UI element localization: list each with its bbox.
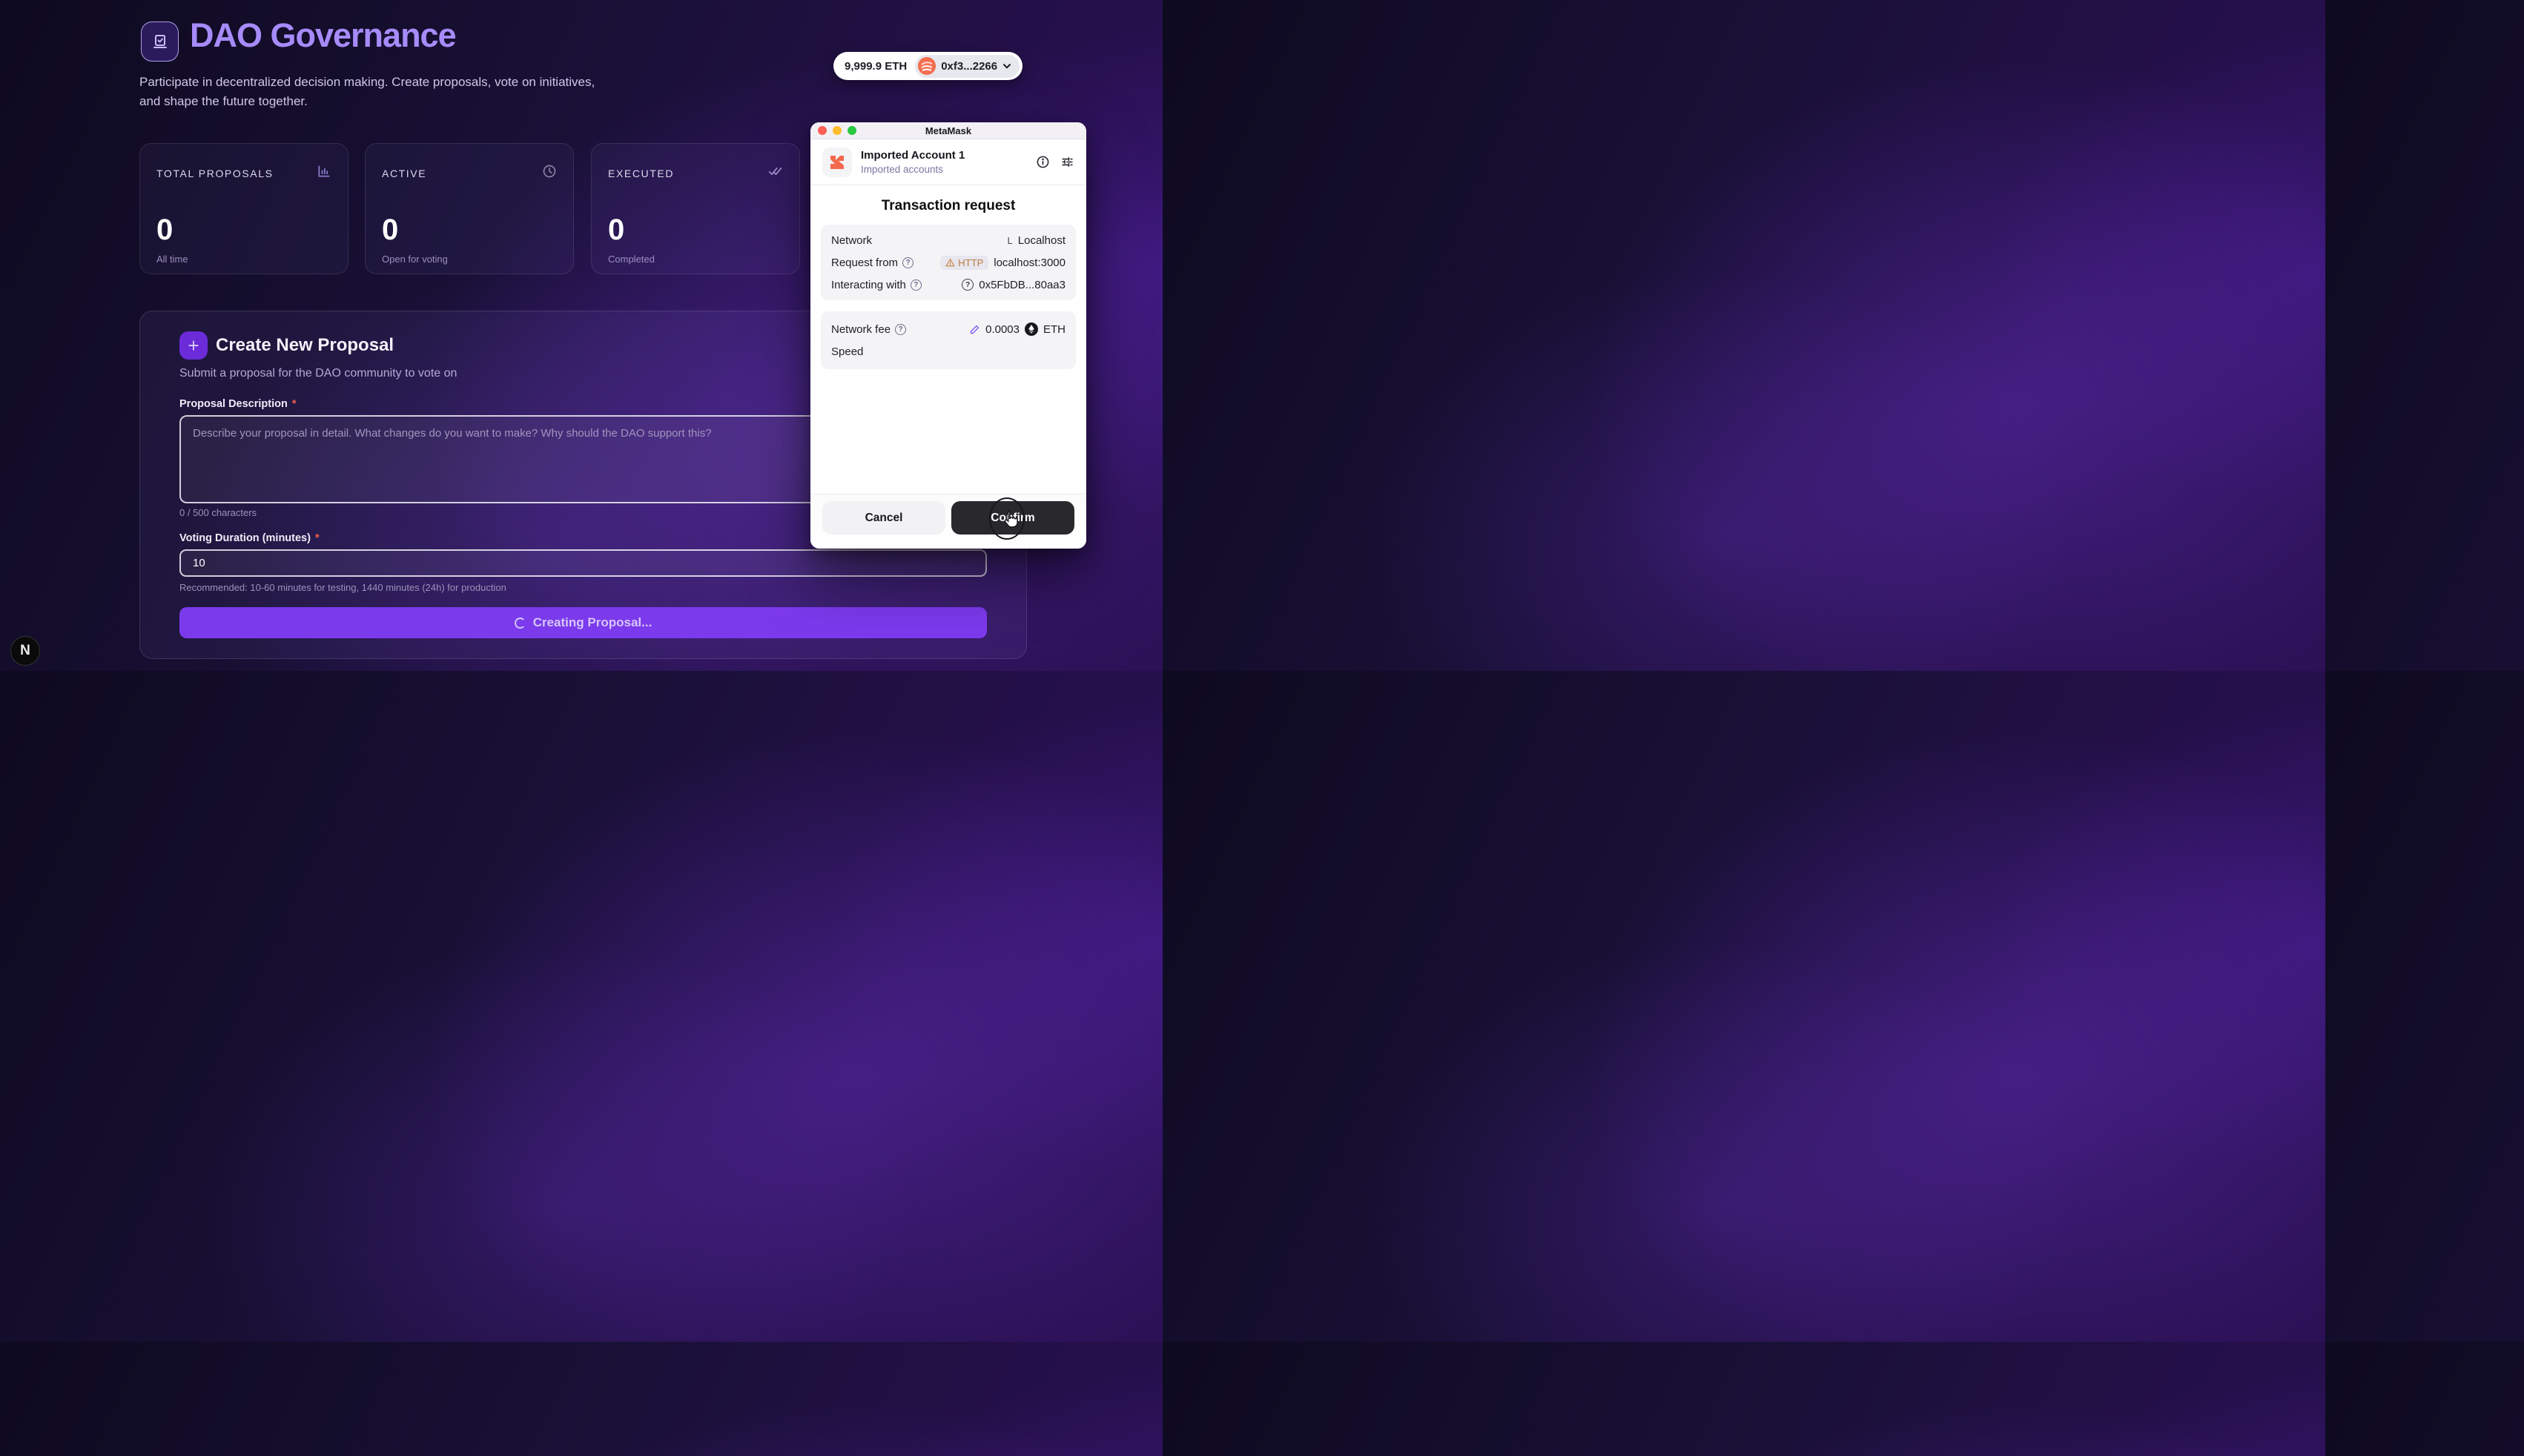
wallet-avatar xyxy=(918,57,936,75)
stat-value: 0 xyxy=(608,214,625,246)
clock-icon xyxy=(542,164,557,182)
account-avatar xyxy=(822,147,852,177)
eth-token-icon xyxy=(1025,322,1038,336)
request-from-label: Request from xyxy=(831,256,899,269)
chevron-down-icon xyxy=(1002,61,1012,71)
ballot-box-icon xyxy=(141,21,179,62)
stat-caption: Open for voting xyxy=(382,254,448,265)
metamask-footer: Cancel Confirm xyxy=(810,494,1086,549)
stat-label: ACTIVE xyxy=(382,167,427,179)
warning-triangle-icon xyxy=(945,258,955,266)
double-check-icon xyxy=(768,164,783,182)
page-subtitle-line1: Participate in decentralized decision ma… xyxy=(139,75,595,89)
interacting-with-label: Interacting with xyxy=(831,278,906,291)
cancel-button[interactable]: Cancel xyxy=(822,501,945,535)
bar-chart-icon xyxy=(317,164,331,182)
unknown-contract-icon: ? xyxy=(962,279,974,291)
wallet-balance: 9,999.9 ETH xyxy=(845,59,908,73)
metamask-window: MetaMask Imported Account 1 Imported acc… xyxy=(810,122,1086,549)
duration-help-text: Recommended: 10-60 minutes for testing, … xyxy=(179,582,506,593)
stat-caption: All time xyxy=(156,254,188,265)
description-label: Proposal Description * xyxy=(179,398,297,410)
loading-spinner-icon xyxy=(514,617,526,629)
interacting-with-value: 0x5FbDB...80aa3 xyxy=(979,278,1066,291)
page-subtitle-line2: and shape the future together. xyxy=(139,94,308,108)
network-label: Network xyxy=(831,234,873,247)
network-value: Localhost xyxy=(1017,234,1066,247)
network-avatar: L xyxy=(1007,234,1013,246)
wallet-address: 0xf3...2266 xyxy=(941,59,998,73)
zoom-window-button[interactable] xyxy=(848,126,856,135)
plus-icon: + xyxy=(179,331,208,360)
network-fee-card: Network fee ? 0.0003 ETH xyxy=(821,311,1076,369)
interacting-with-row: Interacting with ? ? 0x5FbDB...80aa3 xyxy=(831,274,1066,296)
network-fee-currency: ETH xyxy=(1043,322,1066,336)
http-warning-badge: HTTP xyxy=(940,255,989,270)
nextjs-logo: N xyxy=(20,643,30,658)
help-icon[interactable]: ? xyxy=(910,279,922,291)
request-from-value: localhost:3000 xyxy=(994,256,1066,269)
confirm-button[interactable]: Confirm xyxy=(951,501,1074,535)
stat-card-executed: EXECUTED 0 Completed xyxy=(591,143,800,274)
page-subtitle: Participate in decentralized decision ma… xyxy=(139,73,595,111)
help-icon[interactable]: ? xyxy=(902,257,914,268)
create-proposal-button-label: Creating Proposal... xyxy=(532,615,653,629)
form-subtitle: Submit a proposal for the DAO community … xyxy=(179,367,457,380)
stat-card-total-proposals: TOTAL PROPOSALS 0 All time xyxy=(139,143,348,274)
transaction-details-card: Network L Localhost Request from ? HT xyxy=(821,225,1076,300)
form-title: Create New Proposal xyxy=(216,335,394,355)
help-icon[interactable]: ? xyxy=(895,323,907,335)
nextjs-dev-badge[interactable]: N xyxy=(10,636,40,666)
stat-label: EXECUTED xyxy=(608,167,675,179)
required-asterisk: * xyxy=(314,532,320,544)
speed-label: Speed xyxy=(831,345,864,358)
edit-pencil-icon[interactable] xyxy=(969,324,980,335)
stat-card-active: ACTIVE 0 Open for voting xyxy=(365,143,574,274)
account-type: Imported accounts xyxy=(861,163,944,175)
minimize-window-button[interactable] xyxy=(833,126,842,135)
wallet-pill: 9,999.9 ETH 0xf3...2266 xyxy=(833,52,1023,80)
network-fee-value: 0.0003 xyxy=(985,322,1020,336)
metamask-titlebar: MetaMask xyxy=(810,122,1086,139)
stat-value: 0 xyxy=(156,214,174,246)
stat-caption: Completed xyxy=(608,254,655,265)
duration-label: Voting Duration (minutes) * xyxy=(179,532,320,544)
stat-value: 0 xyxy=(382,214,399,246)
voting-duration-input[interactable] xyxy=(179,549,987,577)
network-fee-row: Network fee ? 0.0003 ETH xyxy=(831,318,1066,340)
request-from-row: Request from ? HTTP localhost:3000 xyxy=(831,251,1066,274)
speed-row: Speed xyxy=(831,340,1066,363)
network-fee-label: Network fee xyxy=(831,322,891,336)
dao-governance-page: DAO Governance Participate in decentrali… xyxy=(0,0,1163,671)
page-title: DAO Governance xyxy=(190,16,457,54)
char-count: 0 / 500 characters xyxy=(179,507,257,518)
network-row: Network L Localhost xyxy=(831,229,1066,251)
info-icon[interactable] xyxy=(1036,155,1050,169)
window-title: MetaMask xyxy=(925,125,972,136)
transaction-request-heading: Transaction request xyxy=(881,198,1016,214)
close-window-button[interactable] xyxy=(818,126,827,135)
account-name: Imported Account 1 xyxy=(861,148,965,162)
account-header: Imported Account 1 Imported accounts xyxy=(810,139,1086,185)
settings-sliders-icon[interactable] xyxy=(1060,155,1074,169)
required-asterisk: * xyxy=(291,398,297,410)
stat-label: TOTAL PROPOSALS xyxy=(156,167,274,179)
wallet-account-button[interactable]: 0xf3...2266 xyxy=(915,54,1020,78)
create-proposal-button[interactable]: Creating Proposal... xyxy=(179,607,987,638)
